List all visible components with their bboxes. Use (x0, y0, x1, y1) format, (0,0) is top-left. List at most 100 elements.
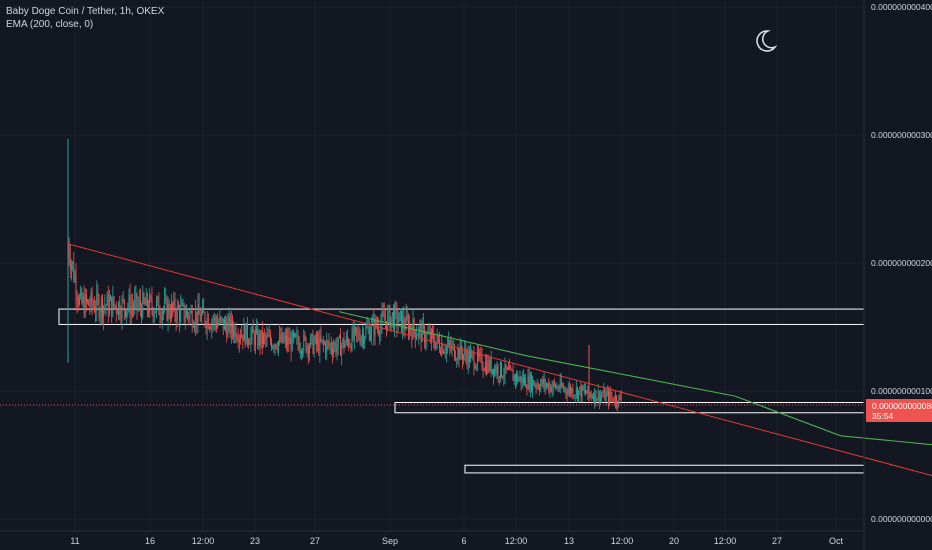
candle-body (255, 332, 256, 346)
trendline[interactable] (67, 243, 932, 512)
candle-body (374, 318, 376, 336)
candle-body (523, 376, 524, 383)
candle-body (144, 301, 146, 306)
candle-body (381, 311, 383, 324)
grid-lines (0, 0, 864, 531)
crescent-moon-icon[interactable] (756, 30, 778, 52)
candle-body (181, 303, 183, 307)
candle-body (616, 396, 617, 404)
candle-body (301, 350, 302, 354)
candle-body (206, 317, 208, 329)
candle-body (150, 295, 152, 298)
candle-body (564, 388, 566, 390)
candle-body (88, 300, 90, 306)
candle-body (609, 392, 611, 403)
candle-body (320, 335, 322, 342)
candle-body (503, 375, 505, 378)
ema-indicator-label[interactable]: EMA (200, close, 0) (6, 19, 94, 30)
candle-body (260, 330, 262, 346)
candle-body (477, 351, 478, 366)
candle-body (145, 294, 147, 306)
time-tick-label: 11 (70, 536, 79, 546)
candle-body (366, 327, 368, 328)
candle-body (449, 341, 451, 346)
candle-body (425, 340, 427, 343)
candle-body (498, 376, 500, 378)
candle-body (98, 298, 100, 317)
candle-body (368, 327, 370, 341)
candle-body (287, 336, 289, 346)
candle-body (569, 386, 570, 391)
time-axis[interactable]: 11 16 12:00 23 27 Sep 6 12:00 13 12:00 20 12:00 27 Oc… (70, 536, 843, 546)
candle-body (358, 331, 360, 339)
candle-body (370, 334, 371, 341)
candle-body (152, 308, 154, 318)
candle-body (297, 335, 299, 344)
candle-body (581, 385, 583, 398)
candle-body (563, 386, 565, 390)
candle-body (286, 335, 287, 346)
candle-body (132, 305, 133, 307)
candle-body (213, 316, 215, 322)
candle-body (130, 305, 132, 316)
candle-body (590, 393, 592, 398)
candle-body (513, 375, 515, 381)
descending-trendline[interactable] (67, 243, 932, 512)
candle-body (336, 346, 338, 353)
candle-body (362, 332, 363, 338)
price-axis[interactable]: 0.0000000000000 0.0000000001000 0.00000000… (871, 2, 932, 524)
candle-body (419, 325, 421, 328)
candle-body (554, 381, 555, 385)
candle-body (275, 344, 277, 349)
candle-body (187, 310, 188, 315)
candle-body (328, 341, 330, 346)
candle-body (528, 375, 530, 390)
candle-body (533, 379, 535, 386)
candle-body (159, 314, 161, 318)
candle-body (169, 315, 171, 319)
candle-body (172, 303, 174, 309)
candle-body (468, 350, 470, 362)
candle-body (610, 392, 612, 398)
candle-body (454, 344, 455, 360)
candle-body (252, 326, 254, 334)
candle-body (236, 339, 238, 340)
candle-body (558, 389, 560, 390)
symbol-title[interactable]: Baby Doge Coin / Tether, 1h, OKEX (6, 6, 165, 17)
candle-body (493, 369, 494, 376)
candle-body (617, 403, 619, 406)
candle-body (205, 323, 207, 329)
candle-body (489, 358, 491, 370)
candle-body (585, 389, 586, 393)
candle-body (382, 311, 384, 315)
candle-body (317, 338, 318, 345)
candle-body (601, 395, 602, 397)
candle-body (398, 312, 400, 322)
candle-body (548, 383, 550, 392)
candle-body (488, 360, 490, 370)
candle-body (466, 355, 468, 366)
candle-body (388, 307, 390, 313)
candle-body (475, 365, 477, 369)
candle-body (339, 336, 340, 338)
candle-body (303, 334, 305, 352)
candle-body (345, 336, 347, 344)
candle-body (153, 312, 155, 318)
candle-body (111, 296, 113, 316)
candle-body (543, 379, 545, 386)
candle-body (565, 388, 567, 393)
candle-body (501, 362, 502, 377)
candle-body (535, 384, 537, 387)
candle-body (602, 395, 604, 397)
candle-body (210, 327, 211, 329)
candle-body (457, 348, 459, 360)
candle-body (171, 303, 172, 319)
candle-body (204, 312, 206, 324)
candle-body (502, 376, 504, 378)
candle-body (123, 299, 125, 310)
candle-body (306, 345, 308, 352)
candle-body (485, 361, 486, 371)
candle-body (546, 385, 547, 388)
candle-body (281, 332, 283, 342)
